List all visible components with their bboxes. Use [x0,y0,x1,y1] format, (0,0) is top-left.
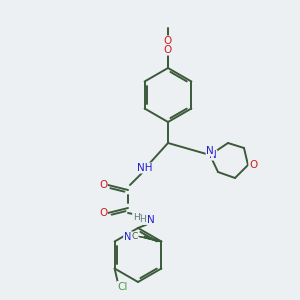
Text: Cl: Cl [117,281,128,292]
Text: O: O [164,36,172,46]
Text: N: N [209,150,217,160]
Text: O: O [164,45,172,55]
Text: O: O [249,160,257,170]
Text: N: N [206,146,214,156]
Text: O: O [99,208,107,218]
Text: H: H [133,212,140,221]
Text: N: N [147,215,155,225]
Text: O: O [99,180,107,190]
Text: NH: NH [137,163,153,173]
Text: N: N [124,232,131,242]
Text: C: C [131,232,137,241]
Text: H: H [140,215,146,224]
